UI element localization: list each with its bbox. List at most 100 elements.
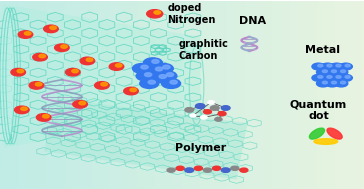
- Circle shape: [213, 166, 221, 170]
- Circle shape: [312, 74, 325, 81]
- Circle shape: [318, 64, 323, 67]
- Circle shape: [316, 69, 330, 76]
- Circle shape: [147, 65, 166, 75]
- Ellipse shape: [0, 8, 15, 144]
- Circle shape: [203, 110, 211, 114]
- Circle shape: [335, 80, 348, 87]
- Circle shape: [185, 108, 194, 112]
- Circle shape: [72, 69, 78, 73]
- Circle shape: [147, 10, 163, 18]
- Circle shape: [201, 116, 207, 119]
- Circle shape: [162, 79, 181, 88]
- Polygon shape: [44, 99, 248, 180]
- Circle shape: [55, 44, 69, 51]
- Circle shape: [330, 74, 343, 81]
- Circle shape: [15, 106, 29, 114]
- Circle shape: [154, 64, 173, 73]
- Circle shape: [325, 69, 339, 76]
- Circle shape: [29, 82, 44, 89]
- Circle shape: [101, 83, 107, 86]
- Circle shape: [154, 11, 161, 14]
- Circle shape: [203, 168, 211, 172]
- Text: DNA: DNA: [240, 16, 266, 26]
- Ellipse shape: [309, 128, 325, 139]
- Circle shape: [190, 114, 196, 117]
- Circle shape: [44, 25, 58, 33]
- Circle shape: [345, 64, 350, 67]
- Circle shape: [240, 168, 248, 172]
- Circle shape: [124, 87, 138, 95]
- Circle shape: [148, 80, 155, 84]
- Circle shape: [152, 60, 159, 63]
- Circle shape: [336, 76, 341, 78]
- Circle shape: [176, 166, 184, 170]
- Circle shape: [231, 166, 239, 170]
- Circle shape: [95, 82, 109, 89]
- Circle shape: [35, 83, 42, 86]
- Circle shape: [321, 63, 334, 70]
- Circle shape: [208, 101, 214, 104]
- Circle shape: [18, 31, 33, 38]
- Circle shape: [331, 70, 336, 73]
- Circle shape: [43, 115, 49, 118]
- Text: doped
Nitrogen: doped Nitrogen: [167, 3, 216, 25]
- Circle shape: [21, 107, 27, 110]
- Circle shape: [143, 58, 162, 68]
- Text: Polymer: Polymer: [175, 143, 226, 153]
- Circle shape: [339, 63, 352, 70]
- Circle shape: [50, 26, 56, 29]
- Ellipse shape: [314, 139, 338, 144]
- Circle shape: [322, 81, 328, 84]
- Text: Metal: Metal: [305, 45, 340, 55]
- Text: graphitic
Carbon: graphitic Carbon: [178, 39, 228, 61]
- Circle shape: [215, 117, 222, 121]
- Circle shape: [194, 166, 202, 170]
- Circle shape: [109, 63, 124, 70]
- Circle shape: [185, 168, 194, 172]
- Circle shape: [331, 81, 336, 84]
- Circle shape: [316, 80, 330, 87]
- Circle shape: [327, 64, 332, 67]
- Circle shape: [221, 106, 230, 110]
- Circle shape: [336, 64, 341, 67]
- Circle shape: [221, 168, 230, 172]
- Circle shape: [66, 68, 80, 76]
- Polygon shape: [4, 4, 200, 148]
- Circle shape: [322, 70, 328, 73]
- Circle shape: [33, 53, 47, 61]
- Circle shape: [132, 64, 151, 73]
- Circle shape: [339, 74, 352, 81]
- Circle shape: [73, 101, 87, 108]
- Circle shape: [159, 75, 166, 78]
- Text: Quantum
dot: Quantum dot: [290, 99, 347, 121]
- Circle shape: [218, 112, 226, 116]
- Circle shape: [140, 79, 159, 88]
- Circle shape: [166, 73, 174, 77]
- Circle shape: [158, 71, 177, 81]
- Circle shape: [335, 69, 348, 76]
- Circle shape: [17, 69, 24, 73]
- Circle shape: [145, 73, 152, 77]
- Circle shape: [86, 58, 93, 61]
- Circle shape: [167, 168, 175, 172]
- Circle shape: [39, 54, 46, 58]
- Circle shape: [340, 70, 345, 73]
- Circle shape: [115, 64, 122, 67]
- Circle shape: [345, 76, 350, 78]
- Circle shape: [312, 63, 325, 70]
- Circle shape: [170, 80, 177, 84]
- Circle shape: [210, 106, 219, 110]
- Circle shape: [151, 73, 170, 83]
- Circle shape: [79, 101, 86, 105]
- Ellipse shape: [327, 128, 342, 139]
- Circle shape: [36, 114, 51, 121]
- Circle shape: [80, 57, 95, 65]
- Circle shape: [24, 32, 31, 35]
- Circle shape: [155, 67, 163, 71]
- Circle shape: [11, 68, 25, 76]
- Circle shape: [318, 76, 323, 78]
- Circle shape: [321, 74, 334, 81]
- Circle shape: [195, 104, 205, 108]
- Circle shape: [330, 63, 343, 70]
- Circle shape: [141, 65, 148, 69]
